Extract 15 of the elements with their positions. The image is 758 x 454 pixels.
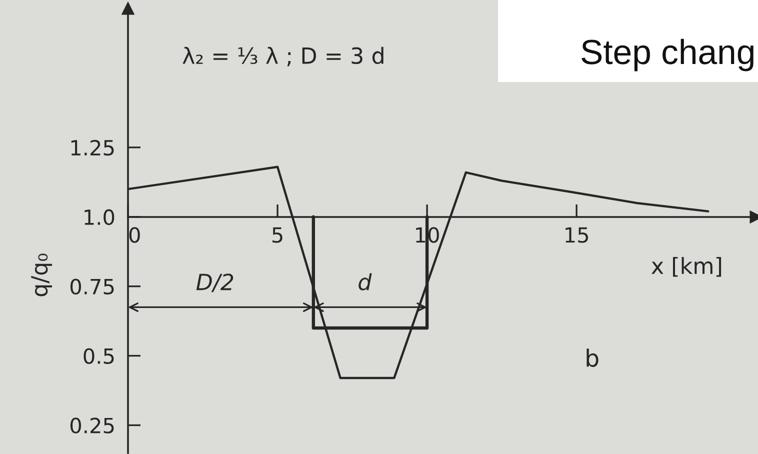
- annotation: d: [358, 273, 372, 290]
- y-tick-label: 0.75: [70, 278, 114, 295]
- annotation: b: [586, 348, 598, 367]
- y-tick-label: 0.5: [84, 348, 114, 364]
- x-tick-label: 0: [129, 227, 140, 243]
- y-axis-title: q/q₀: [31, 254, 52, 296]
- y-tick-label: 1.25: [71, 140, 114, 156]
- x-tick-label: 5: [272, 227, 282, 243]
- x-axis-title: x [km]: [652, 256, 722, 277]
- text: λ₂ = ⅓ λ ; D = 3 d: [182, 46, 384, 66]
- y-tick-label: 1.0: [84, 209, 114, 226]
- x-tick-label: 15: [566, 227, 588, 243]
- y-tick-label: 0.25: [70, 418, 114, 434]
- annotation: Step chang: [582, 38, 754, 72]
- annotation: D/2: [196, 274, 234, 292]
